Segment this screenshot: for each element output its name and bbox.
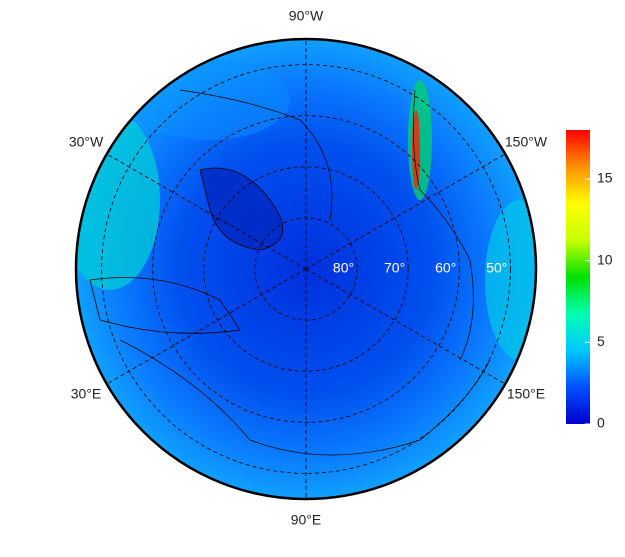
colorbar-tick-label: 0 [597,415,605,431]
latitude-label: 50° [486,260,507,276]
latitude-circle [203,166,409,372]
meridian [305,153,506,270]
longitude-label: 150°W [505,134,548,150]
map-disk [76,39,536,499]
latitude-label: 80° [333,260,354,276]
longitude-label: 90°E [291,512,322,528]
latitude-label: 70° [384,260,405,276]
longitude-label: 90°W [289,8,324,24]
longitude-label: 30°E [71,386,102,402]
colorbar-tick-label: 10 [597,251,613,267]
map-border [74,37,538,501]
latitude-circle [152,115,460,423]
latitude-label: 60° [435,260,456,276]
meridian [106,268,307,385]
colorbar-tick-label: 15 [597,170,613,186]
colorbar-tick-label: 5 [597,333,605,349]
graticule [101,39,511,499]
colorbar [566,130,590,424]
meridian [106,153,307,270]
longitude-label: 30°W [69,134,104,150]
longitude-label: 150°E [507,386,545,402]
meridian [305,268,506,385]
